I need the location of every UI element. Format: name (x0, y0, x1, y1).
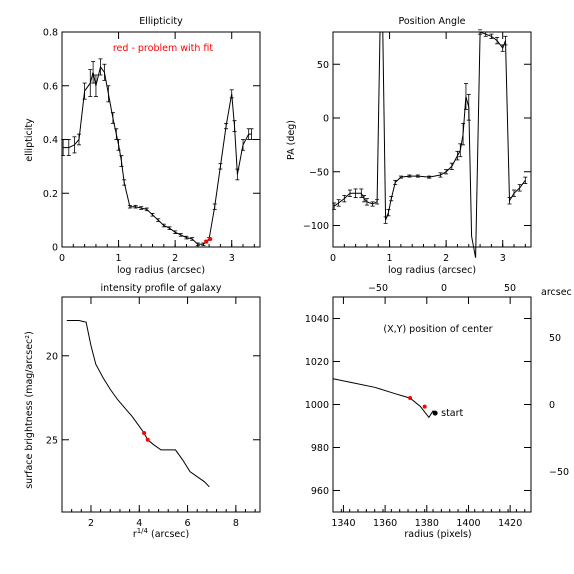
y-tick-label: 20 (46, 351, 58, 362)
ellipticity-data (61, 58, 254, 247)
x-tick-label: 4 (136, 518, 142, 529)
y-tick-label: 50 (317, 60, 329, 71)
x-tick-label: 6 (185, 518, 191, 529)
intensity-profile-y-label: surface brightness (mag/arcsec²) (24, 331, 35, 489)
position-angle-title: Position Angle (398, 16, 465, 27)
start-label: start (441, 408, 463, 419)
highlight-point (145, 437, 150, 442)
fit-problem-annotation: red - problem with fit (113, 43, 214, 54)
intensity-profile-frame (61, 296, 261, 513)
y-tick-label: 0.2 (43, 189, 58, 200)
position-angle-frame (332, 31, 532, 248)
x-tick-label: 1360 (373, 518, 397, 529)
ellipticity-y-ticks: 0 0.2 0.4 0.6 0.8 (43, 28, 260, 254)
top-tick-label: 0 (441, 283, 447, 294)
top-axis-unit-label: arcsec (541, 287, 572, 298)
center-position-panel: (X,Y) position of center arcsec 1340 1360… (305, 283, 572, 540)
highlight-point (408, 396, 413, 401)
y-tick-label: 1000 (305, 400, 329, 411)
center-position-y-ticks: 960 980 1000 1020 1040 (305, 314, 531, 497)
position-angle-x-ticks: 0 1 2 3 (330, 32, 526, 264)
y-tick-label: 0.4 (43, 135, 58, 146)
y-tick-label: −50 (309, 167, 329, 178)
y-tick-label: 25 (46, 435, 58, 446)
intensity-profile-x-ticks: 2 4 6 8 (61, 297, 256, 529)
center-position-top-ticks: −50 0 50 (368, 283, 516, 294)
top-tick-label: 50 (504, 283, 516, 294)
intensity-profile-x-label: r1/4 (arcsec) (133, 527, 189, 540)
center-position-data: start (332, 378, 464, 419)
x-tick-label: 0 (330, 253, 336, 264)
series-line (333, 31, 526, 258)
x-tick-label: 1420 (498, 518, 522, 529)
x-tick-label: 1380 (415, 518, 439, 529)
ellipticity-frame (61, 31, 261, 248)
center-position-right-ticks: −50 0 50 (549, 333, 569, 478)
y-tick-label: 0 (323, 114, 329, 125)
series-line (66, 320, 210, 488)
y-tick-label: 0 (52, 243, 58, 254)
position-angle-panel: Position Angle 0 1 2 3 −100 −50 0 50 log radiu… (286, 16, 532, 276)
y-tick-label: 980 (311, 443, 329, 454)
ellipticity-x-ticks: 0 1 2 3 (59, 32, 255, 264)
highlight-point (142, 431, 147, 436)
x-tick-label: 3 (500, 253, 506, 264)
position-angle-x-label: log radius (arcsec) (388, 265, 476, 276)
y-tick-label: 1040 (305, 314, 329, 325)
intensity-profile-title: intensity profile of galaxy (101, 283, 222, 294)
ellipticity-y-label: ellipticity (24, 118, 35, 162)
x-tick-label: 2 (172, 253, 178, 264)
x-tick-label: 2 (88, 518, 94, 529)
x-tick-label: 0 (59, 253, 65, 264)
ellipticity-title: Ellipticity (139, 16, 183, 27)
x-tick-label: 2 (443, 253, 449, 264)
right-tick-label: 50 (549, 333, 561, 344)
right-tick-label: −50 (549, 467, 569, 478)
highlight-point (204, 239, 209, 244)
ellipticity-x-label: log radius (arcsec) (117, 265, 205, 276)
y-tick-label: 960 (311, 486, 329, 497)
position-angle-y-label: PA (deg) (286, 120, 297, 160)
x-tick-label: 3 (229, 253, 235, 264)
intensity-profile-data (66, 320, 210, 488)
center-position-annotation: (X,Y) position of center (383, 324, 492, 335)
top-tick-label: −50 (368, 283, 388, 294)
position-angle-data (332, 29, 528, 258)
right-tick-label: 0 (549, 400, 555, 411)
x-tick-label: 1400 (456, 518, 480, 529)
series-line (63, 65, 252, 245)
y-tick-label: 1020 (305, 357, 329, 368)
y-tick-label: 0.8 (43, 28, 58, 39)
start-marker (432, 410, 438, 416)
highlight-point (422, 404, 427, 409)
position-angle-y-ticks: −100 −50 0 50 (303, 60, 531, 232)
x-tick-label: 1340 (331, 518, 355, 529)
center-position-x-label: radius (pixels) (404, 529, 471, 540)
x-tick-label: 1 (387, 253, 393, 264)
series-line (332, 378, 436, 419)
x-tick-label: 8 (233, 518, 239, 529)
y-tick-label: −100 (303, 221, 329, 232)
center-position-x-ticks: 1340 1360 1380 1400 1420 (331, 297, 526, 529)
highlight-point (208, 236, 213, 241)
y-tick-label: 0.6 (43, 81, 58, 92)
x-tick-label: 1 (116, 253, 122, 264)
